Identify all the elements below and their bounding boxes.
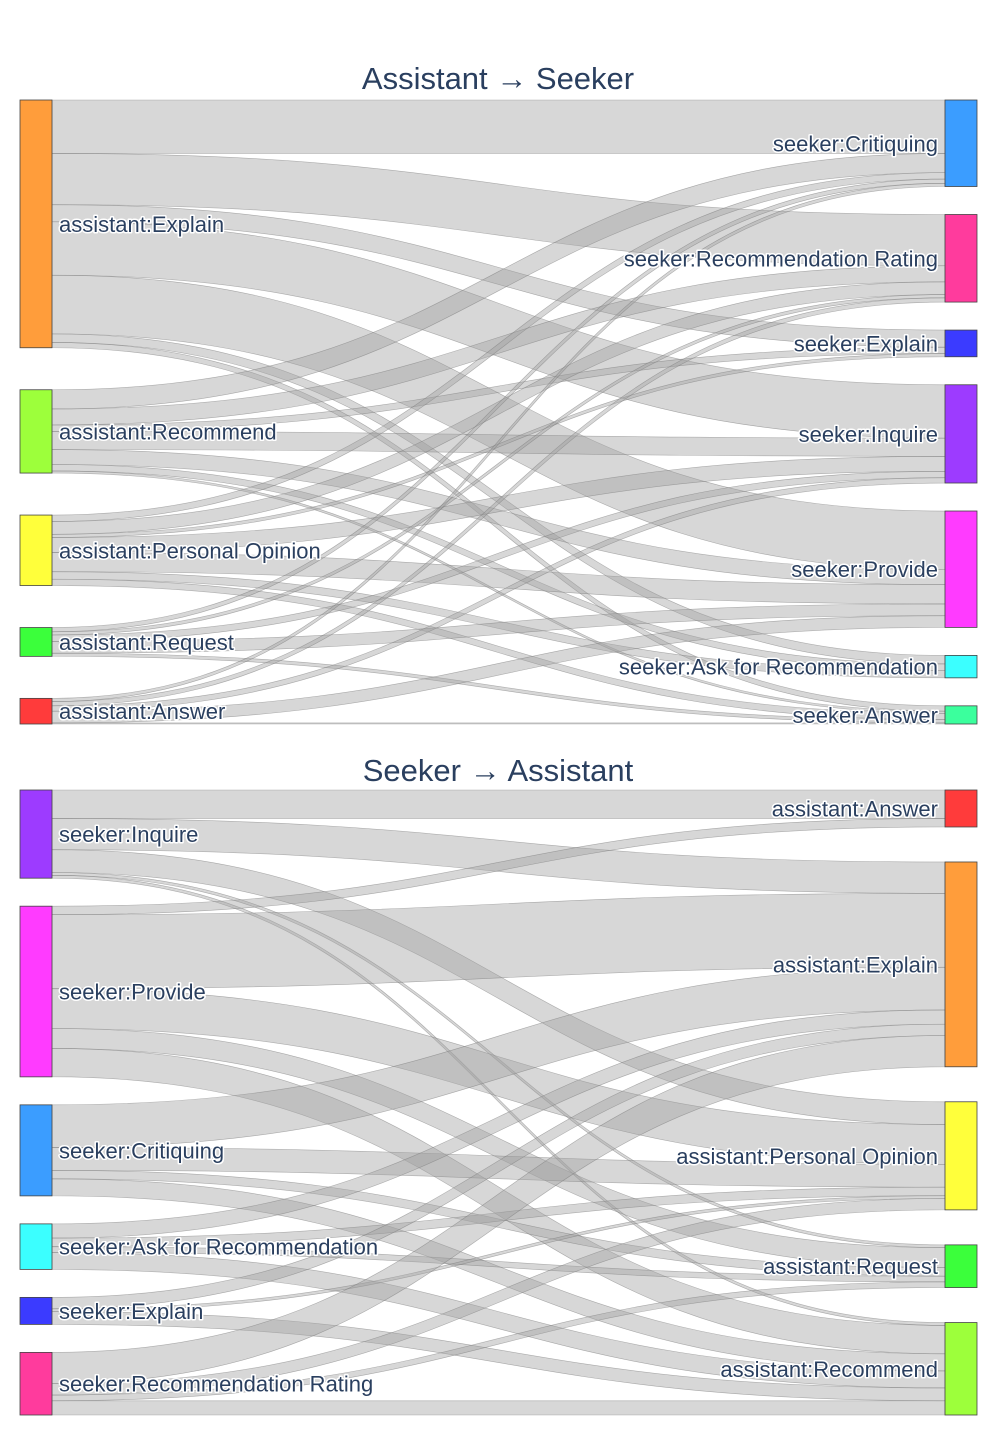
node-label-seeker-explain: seeker:Explain — [59, 1299, 203, 1324]
labels-layer: assistant:Explain assistant:Recommend assi… — [58, 130, 940, 730]
node-seeker-explain[interactable] — [944, 329, 978, 358]
node-assistant-request[interactable] — [944, 1244, 978, 1288]
node-label-assistant-answer: assistant:Answer — [772, 796, 938, 821]
node-seeker-answer[interactable] — [944, 705, 978, 725]
nodes-layer — [19, 99, 978, 725]
node-label-assistant-request: assistant:Request — [763, 1254, 938, 1279]
node-seeker-provide[interactable] — [944, 510, 978, 628]
node-seeker-inquire[interactable] — [944, 384, 978, 484]
node-label-seeker-ask-for-recommendation: seeker:Ask for Recommendation — [619, 655, 938, 680]
node-label-seeker-critiquing: seeker:Critiquing — [773, 131, 938, 156]
node-assistant-request[interactable] — [19, 627, 53, 657]
node-label-seeker-provide: seeker:Provide — [59, 980, 206, 1005]
node-label-seeker-recommendation-rating: seeker:Recommendation Rating — [624, 246, 938, 271]
node-label-assistant-personal-opinion: assistant:Personal Opinion — [676, 1144, 938, 1169]
link-rating-to-recommend — [51, 1400, 946, 1416]
node-label-seeker-recommendation-rating: seeker:Recommendation Rating — [59, 1372, 373, 1397]
sankey-panel-seeker-to-assistant: Seeker → Assistant seeker:Inquireseeker:… — [19, 753, 978, 1416]
chart-title-seeker-to-assistant: Seeker → Assistant — [363, 753, 634, 788]
node-label-assistant-answer: assistant:Answer — [59, 699, 225, 724]
node-assistant-personal-opinion[interactable] — [19, 514, 53, 586]
node-assistant-explain[interactable] — [944, 861, 978, 1068]
node-label-assistant-explain: assistant:Explain — [773, 952, 938, 977]
node-assistant-answer[interactable] — [19, 697, 53, 725]
node-seeker-critiquing[interactable] — [944, 99, 978, 187]
node-assistant-explain[interactable] — [19, 99, 53, 349]
node-label-seeker-explain: seeker:Explain — [794, 331, 938, 356]
node-assistant-recommend[interactable] — [944, 1322, 978, 1416]
links-layer — [51, 789, 946, 1416]
labels-layer: seeker:Inquire seeker:Provide seeker:Criti… — [58, 795, 940, 1398]
node-label-assistant-request: assistant:Request — [59, 630, 234, 655]
node-label-seeker-provide: seeker:Provide — [791, 557, 938, 582]
node-label-assistant-personal-opinion: assistant:Personal Opinion — [59, 538, 321, 563]
node-label-seeker-critiquing: seeker:Critiquing — [59, 1138, 224, 1163]
links-layer — [51, 99, 946, 725]
node-seeker-ask-for-recommendation[interactable] — [19, 1223, 53, 1270]
node-assistant-personal-opinion[interactable] — [944, 1101, 978, 1211]
node-label-assistant-explain: assistant:Explain — [59, 212, 224, 237]
chart-title-assistant-to-seeker: Assistant → Seeker — [362, 61, 634, 96]
node-label-seeker-ask-for-recommendation: seeker:Ask for Recommendation — [59, 1235, 378, 1260]
node-seeker-inquire[interactable] — [19, 789, 53, 879]
node-seeker-explain[interactable] — [19, 1296, 53, 1325]
node-label-seeker-answer: seeker:Answer — [792, 703, 938, 728]
node-seeker-provide[interactable] — [19, 905, 53, 1078]
node-seeker-recommendation-rating[interactable] — [944, 214, 978, 303]
node-label-assistant-recommend: assistant:Recommend — [59, 419, 277, 444]
node-assistant-answer[interactable] — [944, 789, 978, 828]
node-seeker-ask-for-recommendation[interactable] — [944, 655, 978, 679]
sankey-panel-assistant-to-seeker: Assistant → Seeker assistant:Explainassi… — [19, 61, 978, 730]
node-assistant-recommend[interactable] — [19, 389, 53, 474]
nodes-layer — [19, 789, 978, 1416]
node-seeker-recommendation-rating[interactable] — [19, 1352, 53, 1416]
node-label-seeker-inquire: seeker:Inquire — [799, 422, 938, 447]
node-label-assistant-recommend: assistant:Recommend — [720, 1357, 938, 1382]
node-seeker-critiquing[interactable] — [19, 1104, 53, 1197]
node-label-seeker-inquire: seeker:Inquire — [59, 822, 198, 847]
